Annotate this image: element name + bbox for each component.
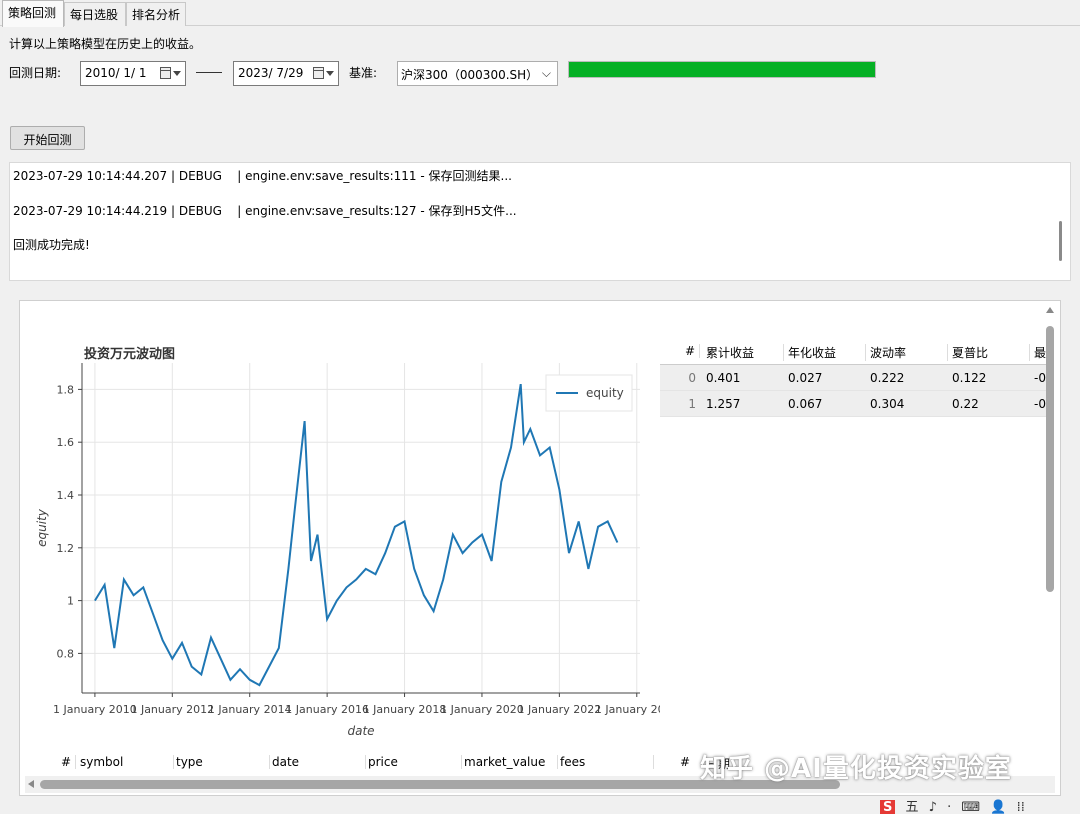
trades-header-cell: #	[680, 755, 691, 769]
table-row	[660, 391, 1050, 417]
y-tick-label: 1	[67, 595, 74, 608]
ime-item[interactable]: ⁞⁞	[1016, 800, 1025, 814]
trades-header-cell: fees	[560, 755, 654, 769]
table-cell: -0	[1034, 397, 1046, 411]
table-header-cell: 夏普比	[948, 344, 1030, 361]
x-tick-label: 1 January 2024	[595, 703, 660, 716]
row-index: 0	[688, 371, 696, 385]
ime-item[interactable]: ·	[947, 800, 952, 814]
ime-item[interactable]: 👤	[990, 800, 1007, 814]
start-backtest-button[interactable]: 开始回测	[10, 126, 85, 150]
table-cell: 0.027	[788, 371, 823, 385]
results-panel: 投资万元波动图 0.8 1 1.2 1.4 1.6 1.8 1 January 2010 1 …	[19, 300, 1061, 796]
panel-vertical-scrollbar[interactable]	[1043, 305, 1057, 785]
ime-item[interactable]: ⌨	[961, 800, 981, 814]
calendar-icon	[160, 67, 171, 79]
log-line: 2023-07-29 10:14:44.219 | DEBUG | engine…	[13, 204, 517, 218]
scroll-left-icon[interactable]	[28, 780, 34, 788]
y-tick-label: 1.4	[57, 489, 75, 502]
trades-header-cell: market_value	[464, 755, 558, 769]
legend-label: equity	[586, 386, 624, 400]
table-cell: -0	[1034, 371, 1046, 385]
panel-vertical-scroll-thumb[interactable]	[1046, 326, 1054, 592]
progress-fill	[569, 62, 875, 77]
tab-bar: 策略回测 每日选股 排名分析	[0, 0, 1080, 27]
dropdown-arrow-icon	[326, 71, 334, 76]
ime-logo-icon[interactable]: S	[880, 800, 896, 814]
benchmark-value: 沪深300（000300.SH）	[401, 68, 539, 82]
log-output[interactable]: 2023-07-29 10:14:44.207 | DEBUG | engine…	[9, 162, 1071, 281]
trades-header-cell: type	[176, 755, 270, 769]
x-axis-label: date	[347, 724, 374, 738]
scroll-up-icon[interactable]	[1046, 307, 1054, 313]
table-cell: 0.401	[706, 371, 741, 385]
end-date-value: 2023/ 7/29	[238, 66, 304, 80]
chart-title: 投资万元波动图	[84, 347, 176, 362]
x-tick-label: 1 January 2020	[440, 703, 524, 716]
table-header-cell: 年化收益	[784, 344, 866, 361]
table-header-cell: 最	[1034, 346, 1047, 360]
date-range-separator	[196, 72, 222, 73]
row-index: 1	[688, 397, 696, 411]
y-tick-label: 1.8	[57, 383, 75, 396]
x-tick-label: 1 January 2012	[130, 703, 214, 716]
trades-header-cell: #	[56, 755, 76, 769]
ime-toolbar[interactable]: S 五 ♪ · ⌨ 👤 ⁞⁞	[880, 796, 1031, 814]
table-cell: 0.067	[788, 397, 823, 411]
trades-header-cell: symbol	[80, 755, 174, 769]
log-line: 2023-07-29 10:14:44.207 | DEBUG | engine…	[13, 169, 512, 183]
start-date-value: 2010/ 1/ 1	[85, 66, 147, 80]
start-date-picker[interactable]: 2010/ 1/ 1	[80, 61, 186, 86]
y-axis-label: equity	[35, 508, 49, 547]
table-cell: 1.257	[706, 397, 741, 411]
description-text: 计算以上策略模型在历史上的收益。	[9, 37, 202, 51]
tab-ranking[interactable]: 排名分析	[126, 2, 186, 26]
trades-header-cell: price	[368, 755, 462, 769]
dropdown-arrow-icon	[173, 71, 181, 76]
x-tick-label: 1 January 2014	[208, 703, 292, 716]
chevron-down-icon: ⌵	[541, 66, 551, 80]
table-row	[660, 365, 1050, 391]
log-line: 回测成功完成!	[13, 238, 90, 252]
y-tick-label: 1.2	[57, 542, 75, 555]
benchmark-label: 基准:	[349, 66, 378, 80]
x-tick-label: 1 January 2022	[518, 703, 602, 716]
table-cell: 0.122	[952, 371, 987, 385]
x-tick-label: 1 January 2016	[285, 703, 369, 716]
backtest-date-label: 回测日期:	[9, 66, 62, 80]
trades-header-cell: date	[272, 755, 366, 769]
table-header-cell: #	[660, 344, 700, 358]
equity-line	[94, 383, 619, 687]
progress-bar	[568, 61, 876, 78]
table-cell: 0.222	[870, 371, 905, 385]
calendar-icon	[313, 67, 324, 79]
ime-item[interactable]: 五	[905, 800, 919, 814]
trades-header-cell: 日期	[706, 757, 731, 771]
table-cell: 0.304	[870, 397, 905, 411]
ime-item[interactable]: ♪	[928, 800, 937, 814]
tab-daily-picks[interactable]: 每日选股	[64, 2, 126, 26]
watermark: 知乎 @AI量化投资实验室	[700, 754, 1012, 784]
tab-backtest[interactable]: 策略回测	[2, 0, 64, 27]
y-tick-label: 1.6	[57, 436, 75, 449]
x-tick-label: 1 January 2010	[53, 703, 137, 716]
log-scroll-thumb[interactable]	[1059, 221, 1062, 261]
table-header-cell: 累计收益	[702, 344, 784, 361]
table-header-bg	[660, 339, 1050, 365]
table-header-cell: 波动率	[866, 344, 948, 361]
table-cell: 0.22	[952, 397, 979, 411]
end-date-picker[interactable]: 2023/ 7/29	[233, 61, 339, 86]
x-tick-label: 1 January 2018	[363, 703, 447, 716]
y-tick-label: 0.8	[57, 647, 75, 660]
panel-horizontal-scroll-thumb[interactable]	[40, 780, 840, 789]
benchmark-select[interactable]: 沪深300（000300.SH） ⌵	[397, 61, 558, 86]
